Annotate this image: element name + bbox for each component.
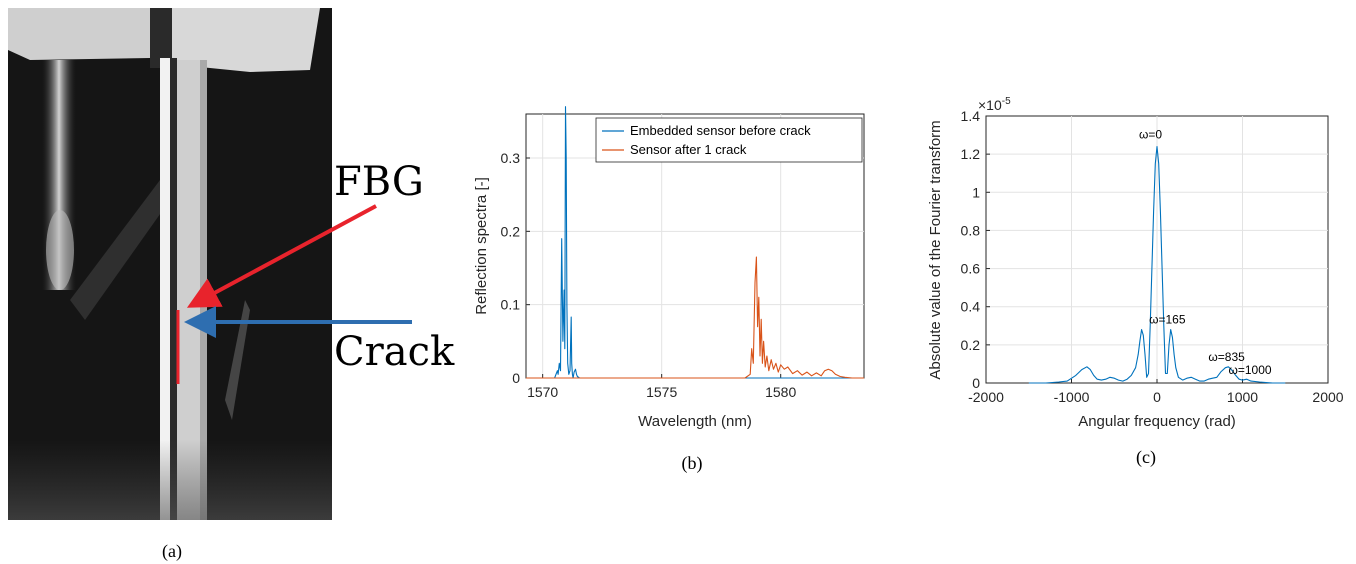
x-ticks-b: 1570 1575 1580 <box>527 374 796 400</box>
xlabel-b: Wavelength (nm) <box>638 413 752 430</box>
x-tick-label: 1580 <box>765 384 796 400</box>
y-tick-label: 0.1 <box>501 297 521 313</box>
panel-b-chart: 1570 1575 1580 00.10.20.3 Wavelength (nm) … <box>473 106 865 474</box>
legend-label-series1: Embedded sensor before crack <box>630 123 811 138</box>
bottom-fog <box>8 440 332 520</box>
top-clamp-right <box>172 8 320 72</box>
y-ticks-c: 0 0.2 0.4 0.6 0.8 1 1.2 1.4 <box>961 108 990 391</box>
y-ticks-b: 0 0.1 0.2 0.3 <box>501 150 530 386</box>
panel-c-chart: -2000 -1000 0 1000 2000 0 0.2 0.4 0.6 0.8 1 1.2 1.4… <box>927 96 1344 468</box>
caption-b: (b) <box>682 453 703 474</box>
ylabel-b: Reflection spectra [-] <box>473 177 490 315</box>
x-tick-label: 1000 <box>1227 389 1258 405</box>
y-tick-label: 0.4 <box>961 299 981 315</box>
crack-label: Crack <box>334 329 455 375</box>
annotation-label: ω=835 <box>1208 350 1245 364</box>
y-tick-label: 0 <box>512 370 520 386</box>
y-tick-label: 1.4 <box>961 108 981 124</box>
top-clamp-left <box>8 8 150 60</box>
series-b <box>526 106 864 379</box>
series-line-1 <box>526 106 864 379</box>
y-tick-label: 0.3 <box>501 150 521 166</box>
legend-b: Embedded sensor before crack Sensor afte… <box>595 117 863 163</box>
xlabel-c: Angular frequency (rad) <box>1078 413 1236 430</box>
y-exponent-base-c: ×10-5 <box>978 96 1011 113</box>
clamp-shadow <box>150 8 172 68</box>
y-exponent-power: -5 <box>1002 96 1011 107</box>
y-tick-label: 0.8 <box>961 222 981 238</box>
left-glow-tip <box>46 210 74 290</box>
series-line-1 <box>1028 145 1286 384</box>
y-tick-label: 1.2 <box>961 146 981 162</box>
annotation-label: ω=1000 <box>1229 363 1272 377</box>
fiber-gap <box>170 58 177 520</box>
y-tick-label: 0.2 <box>961 337 981 353</box>
right-faint-streak <box>225 300 250 420</box>
y-exponent-text: ×10 <box>978 97 1002 113</box>
x-tick-label: -1000 <box>1054 389 1090 405</box>
caption-c: (c) <box>1136 447 1156 468</box>
x-ticks-c: -2000 -1000 0 1000 2000 <box>968 379 1344 405</box>
ylabel-c: Absolute value of the Fourier transform <box>927 120 944 379</box>
annotation-label: ω=165 <box>1149 313 1186 327</box>
y-tick-label: 0 <box>972 375 980 391</box>
x-tick-label: 0 <box>1153 389 1161 405</box>
x-tick-label: 2000 <box>1312 389 1343 405</box>
diagonal-streak <box>70 180 170 320</box>
y-tick-label: 0.2 <box>501 223 521 239</box>
fbg-arrow <box>186 204 377 308</box>
grid-c <box>986 116 1328 383</box>
optical-fiber <box>160 58 170 520</box>
y-tick-label: 0.6 <box>961 261 981 277</box>
panel-a-photo: FBG Crack (a) <box>8 8 455 562</box>
x-tick-label: 1575 <box>646 384 677 400</box>
series-line-2 <box>526 256 864 379</box>
legend-box-b <box>595 117 863 163</box>
y-tick-label: 1 <box>972 184 980 200</box>
x-tick-label: -2000 <box>968 389 1004 405</box>
x-tick-label: 1570 <box>527 384 558 400</box>
caption-a: (a) <box>162 541 182 562</box>
fbg-label: FBG <box>334 159 424 205</box>
annotation-label: ω=0 <box>1139 128 1162 142</box>
legend-label-series2: Sensor after 1 crack <box>630 142 747 157</box>
series-c <box>1028 145 1286 384</box>
